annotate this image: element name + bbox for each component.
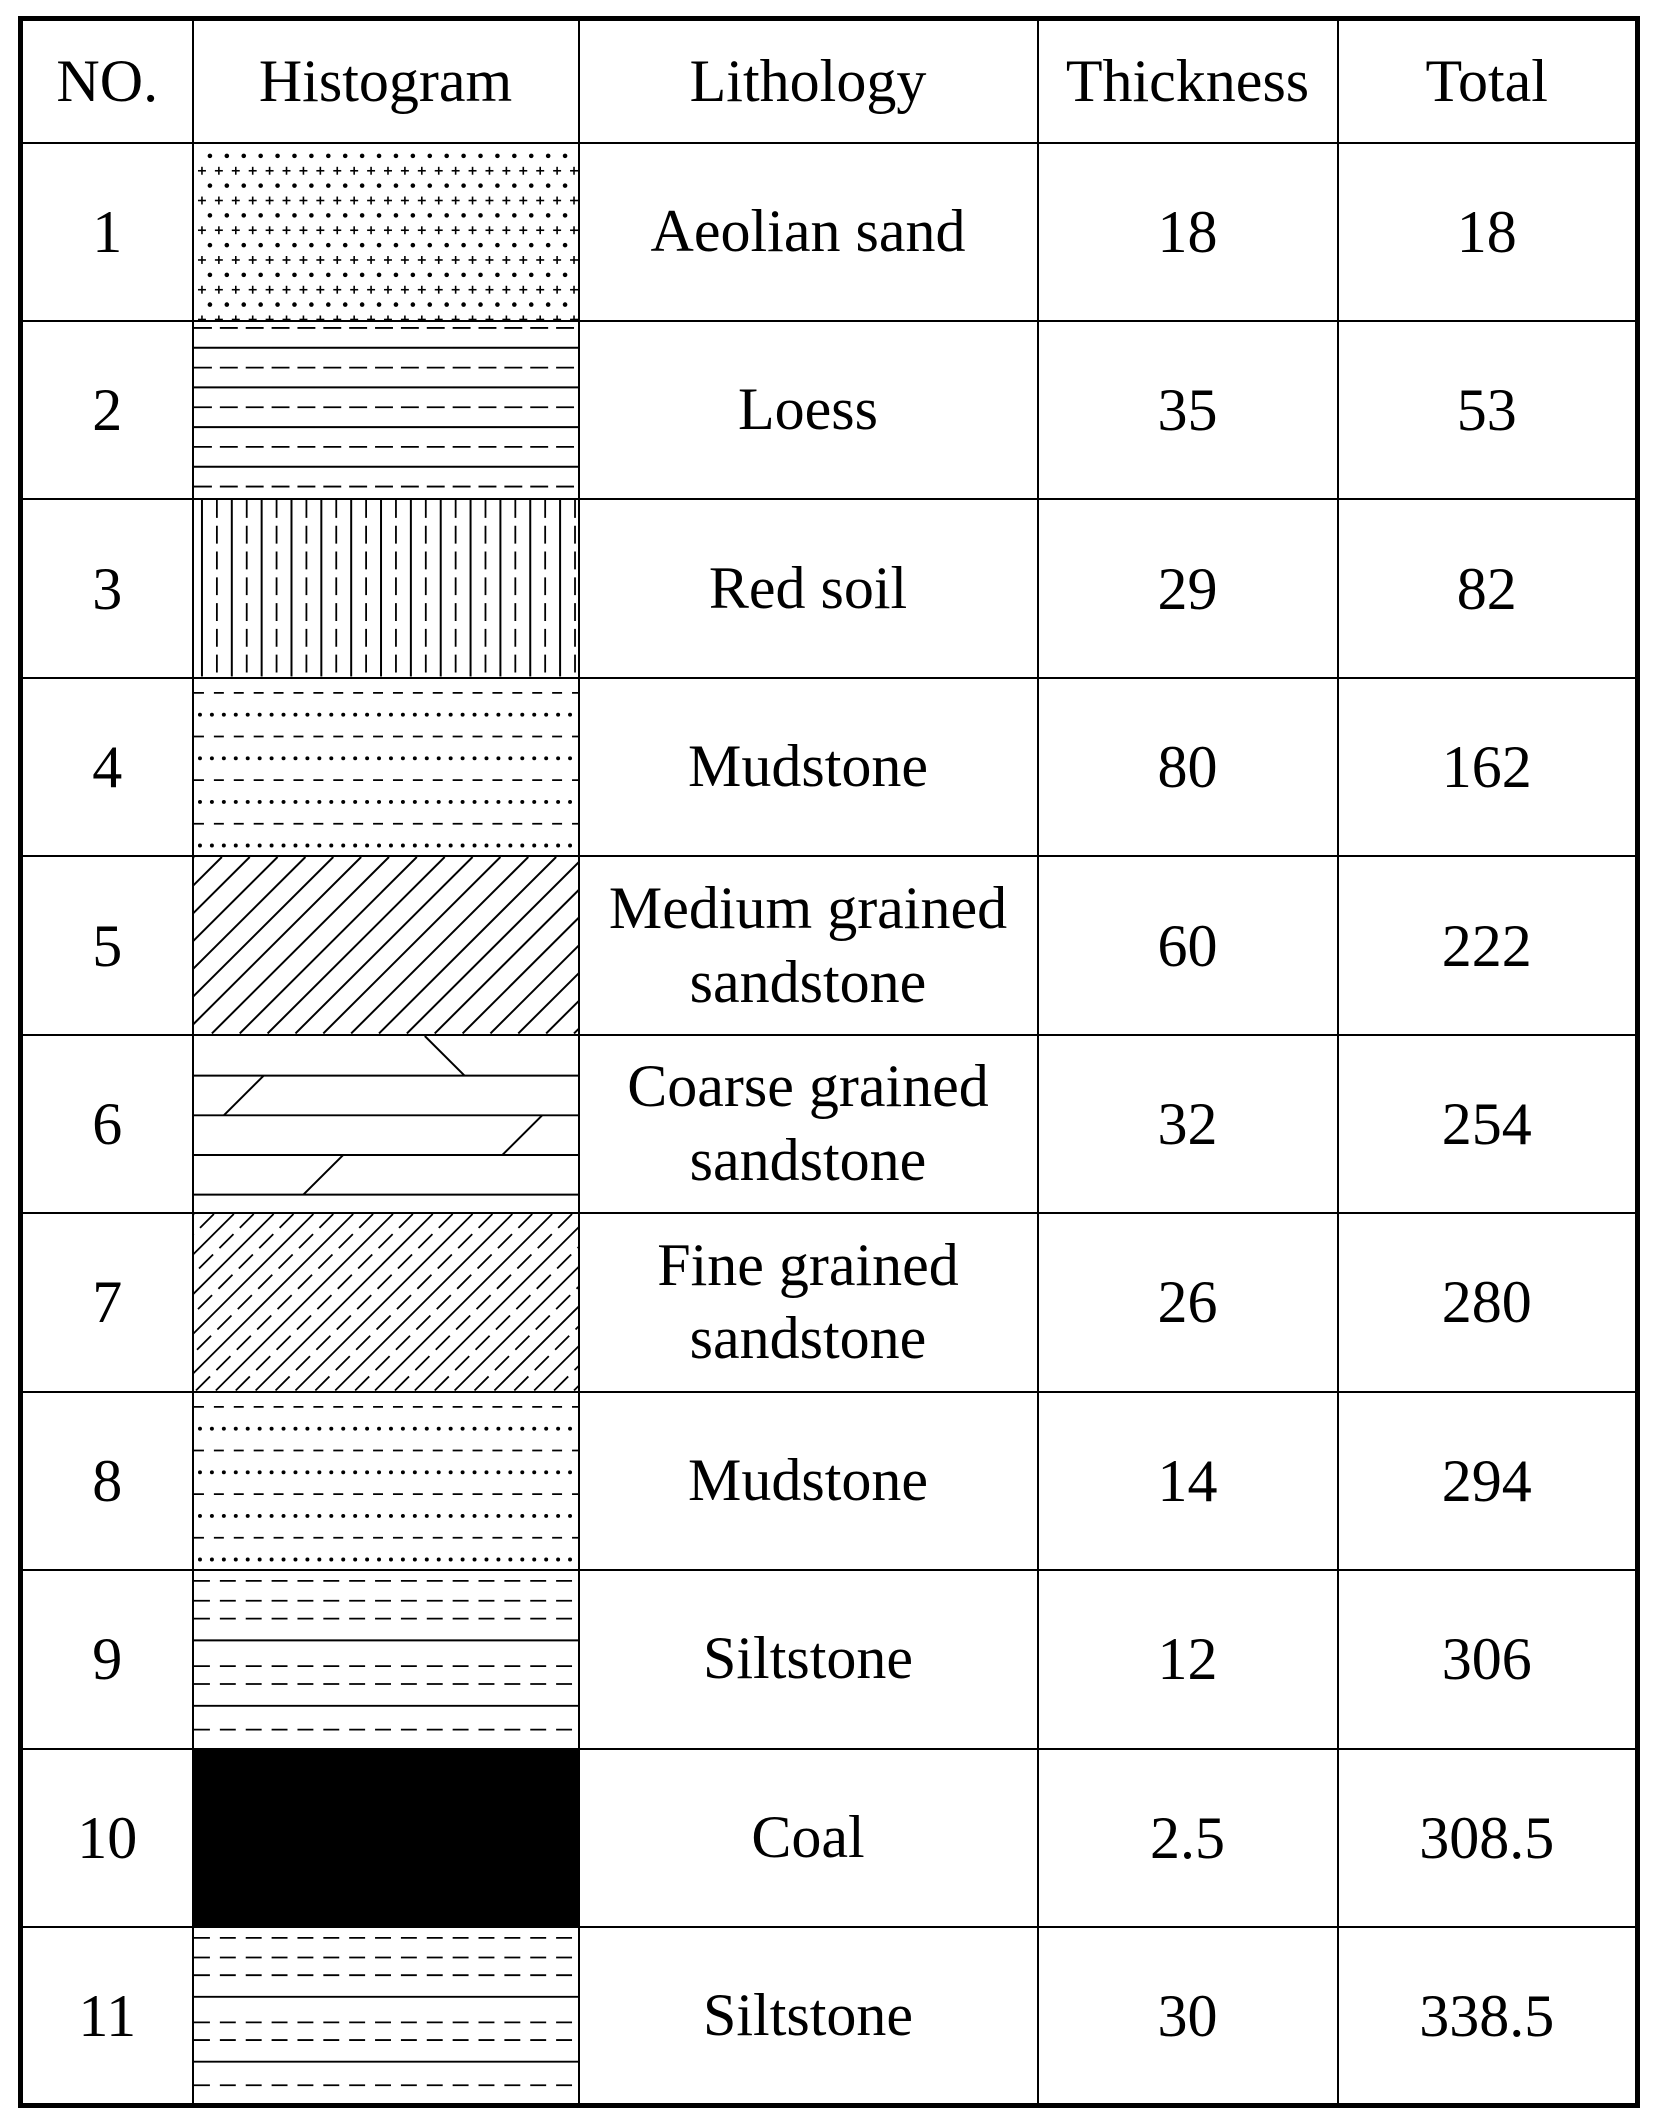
table-row: 11 Siltstone 30 338.5 <box>19 1926 1639 2107</box>
aeolian-sand-pattern <box>197 153 578 320</box>
coarse-grained-sandstone-pattern <box>193 1035 578 1196</box>
row-number-cell: 3 <box>19 498 194 679</box>
header-lithology: Lithology <box>577 17 1039 144</box>
lithology-cell: Fine grained sandstone <box>577 1212 1039 1393</box>
red-soil-pattern <box>200 500 576 677</box>
total-cell: 82 <box>1336 498 1639 679</box>
histogram-cell <box>191 498 580 679</box>
medium-grained-sandstone-pattern <box>193 857 578 1034</box>
total-cell: 280 <box>1336 1212 1639 1393</box>
histogram-cell <box>191 1569 580 1750</box>
loess-pattern <box>193 327 578 488</box>
row-number-cell: 8 <box>19 1390 194 1572</box>
lithology-cell: Aeolian sand <box>577 141 1039 322</box>
header-no: NO. <box>19 17 194 144</box>
total-cell: 338.5 <box>1336 1926 1639 2107</box>
header-histogram: Histogram <box>191 17 580 144</box>
table-row: 5 Medium grained sandstone 60 222 <box>19 855 1639 1036</box>
table-row: 3 Red soil 29 82 <box>19 498 1639 679</box>
table-row: 2 Loess 35 53 <box>19 319 1639 501</box>
histogram-cell <box>191 319 580 501</box>
row-number-cell: 1 <box>19 141 194 322</box>
row-number-cell: 11 <box>19 1926 194 2107</box>
thickness-cell: 35 <box>1036 319 1339 501</box>
row-number-cell: 2 <box>19 319 194 501</box>
lithology-cell: Siltstone <box>577 1569 1039 1750</box>
lithology-cell: Medium grained sandstone <box>577 855 1039 1036</box>
table-row: 1 Aeolian sand 18 18 <box>19 141 1639 322</box>
total-cell: 162 <box>1336 676 1639 858</box>
thickness-cell: 14 <box>1036 1390 1339 1572</box>
histogram-cell <box>191 676 580 858</box>
histogram-cell <box>191 141 580 322</box>
table-row: 7 Fine grained sandstone 26 280 <box>19 1212 1639 1393</box>
lithology-cell: Loess <box>577 319 1039 501</box>
total-cell: 222 <box>1336 855 1639 1036</box>
lithology-cell: Mudstone <box>577 1390 1039 1572</box>
fine-grained-sandstone-pattern <box>193 1214 578 1391</box>
thickness-cell: 80 <box>1036 676 1339 858</box>
total-cell: 294 <box>1336 1390 1639 1572</box>
mudstone-pattern <box>193 691 578 848</box>
mudstone-pattern <box>193 1405 578 1562</box>
lithology-cell: Red soil <box>577 498 1039 679</box>
total-cell: 254 <box>1336 1033 1639 1215</box>
total-cell: 308.5 <box>1336 1747 1639 1929</box>
lithology-cell: Mudstone <box>577 676 1039 858</box>
coal-pattern <box>193 1749 578 1927</box>
row-number-cell: 5 <box>19 855 194 1036</box>
table-body: 1 Aeolian sand 18 18 2 Loess 35 53 3 Red soil 29 82… <box>19 141 1639 2107</box>
total-cell: 18 <box>1336 141 1639 322</box>
siltstone-pattern <box>193 1936 578 2087</box>
thickness-cell: 30 <box>1036 1926 1339 2107</box>
thickness-cell: 29 <box>1036 498 1339 679</box>
thickness-cell: 2.5 <box>1036 1747 1339 1929</box>
table-row: 9 Siltstone 12 306 <box>19 1569 1639 1750</box>
histogram-cell <box>191 1390 580 1572</box>
row-number-cell: 7 <box>19 1212 194 1393</box>
thickness-cell: 26 <box>1036 1212 1339 1393</box>
header-thickness: Thickness <box>1036 17 1339 144</box>
histogram-cell <box>191 1926 580 2107</box>
histogram-cell <box>191 1747 580 1929</box>
row-number-cell: 6 <box>19 1033 194 1215</box>
table-row: 10 Coal 2.5 308.5 <box>19 1747 1639 1929</box>
lithology-cell: Coarse grained sandstone <box>577 1033 1039 1215</box>
thickness-cell: 60 <box>1036 855 1339 1036</box>
total-cell: 306 <box>1336 1569 1639 1750</box>
row-number-cell: 4 <box>19 676 194 858</box>
lithology-cell: Coal <box>577 1747 1039 1929</box>
thickness-cell: 32 <box>1036 1033 1339 1215</box>
total-cell: 53 <box>1336 319 1639 501</box>
thickness-cell: 12 <box>1036 1569 1339 1750</box>
table-row: 4 Mudstone 80 162 <box>19 676 1639 858</box>
header-total: Total <box>1336 17 1639 144</box>
histogram-cell <box>191 855 580 1036</box>
header-row: NO. Histogram Lithology Thickness Total <box>19 17 1639 144</box>
histogram-cell <box>191 1212 580 1393</box>
thickness-cell: 18 <box>1036 141 1339 322</box>
row-number-cell: 9 <box>19 1569 194 1750</box>
table-row: 6 Coarse grained sandstone 32 254 <box>19 1033 1639 1215</box>
row-number-cell: 10 <box>19 1747 194 1929</box>
table-row: 8 Mudstone 14 294 <box>19 1390 1639 1572</box>
stratigraphic-column-table: NO. Histogram Lithology Thickness Total … <box>18 16 1640 2108</box>
lithology-cell: Siltstone <box>577 1926 1039 2107</box>
histogram-cell <box>191 1033 580 1215</box>
siltstone-pattern <box>193 1580 578 1731</box>
